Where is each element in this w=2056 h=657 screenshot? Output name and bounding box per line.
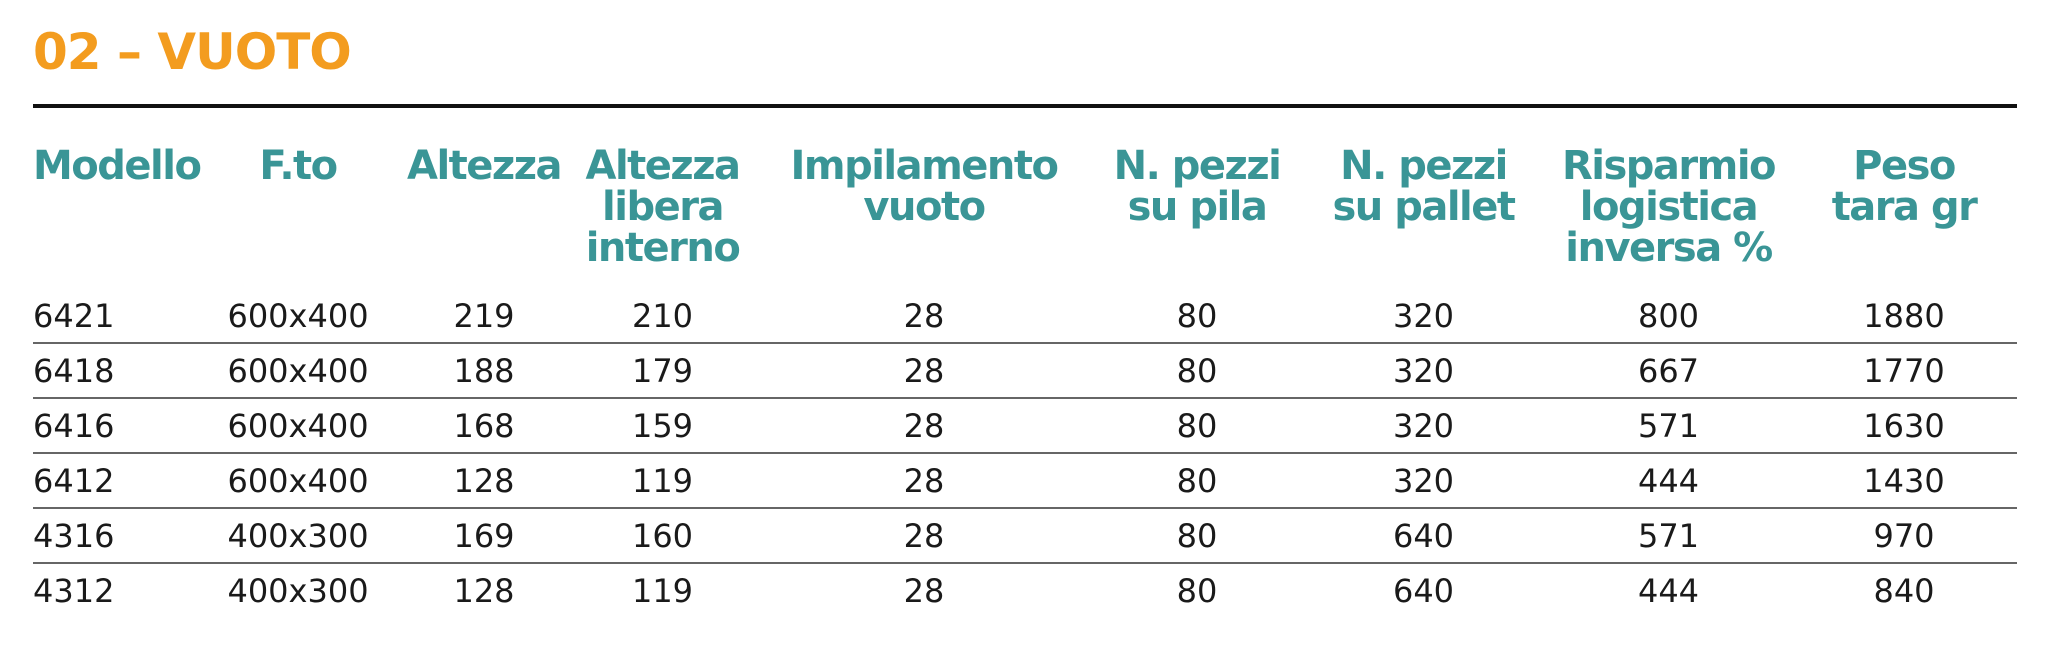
cell-altezza-libera: 179: [570, 342, 755, 398]
cell-formato: 600x400: [198, 342, 398, 398]
cell-pezzi-pila: 80: [1093, 397, 1301, 453]
cell-altezza-libera: 160: [570, 507, 755, 563]
cell-peso: 1770: [1791, 342, 2017, 398]
cell-formato: 600x400: [198, 452, 398, 508]
cell-impilamento: 28: [755, 342, 1093, 398]
cell-pezzi-pallet: 320: [1301, 397, 1546, 453]
cell-risparmio: 571: [1546, 397, 1791, 453]
cell-formato: 600x400: [198, 397, 398, 453]
cell-altezza: 219: [453, 296, 515, 335]
cell-altezza-libera: 159: [570, 397, 755, 453]
table-row: 6416 600x400 168 159 28 80 320 571 1630: [33, 397, 2017, 453]
cell-pezzi-pallet: 640: [1301, 507, 1546, 563]
table-row: 4316 400x300 169 160 28 80 640 571 970: [33, 507, 2017, 563]
cell-pezzi-pila: 80: [1176, 296, 1218, 335]
cell-altezza: 188: [398, 342, 570, 398]
cell-risparmio: 667: [1546, 342, 1791, 398]
cell-impilamento: 28: [903, 296, 945, 335]
cell-altezza: 168: [398, 397, 570, 453]
cell-modello: 6416: [33, 397, 198, 453]
header-altezza-libera-interno: Altezza libera interno: [585, 143, 741, 271]
header-formato: F.to: [259, 143, 338, 189]
cell-impilamento: 28: [755, 397, 1093, 453]
cell-formato: 600x400: [227, 296, 369, 335]
title-divider: [33, 104, 2017, 108]
cell-impilamento: 28: [755, 452, 1093, 508]
cell-modello: 4312: [33, 562, 198, 617]
table-row: 6421 600x400 219 210 28 80 320 800 1880: [33, 289, 2017, 343]
cell-peso: 1630: [1791, 397, 2017, 453]
section-title: 02 – VUOTO: [33, 23, 352, 81]
cell-impilamento: 28: [755, 507, 1093, 563]
cell-pezzi-pila: 80: [1093, 507, 1301, 563]
table-row: 4312 400x300 128 119 28 80 640 444 840: [33, 562, 2017, 617]
cell-peso: 1880: [1863, 296, 1945, 335]
cell-modello: 6421: [33, 296, 115, 335]
header-risparmio-logistica: Risparmio logistica inversa %: [1561, 143, 1777, 271]
cell-pezzi-pallet: 320: [1301, 452, 1546, 508]
cell-modello: 4316: [33, 507, 198, 563]
cell-impilamento: 28: [755, 562, 1093, 617]
cell-altezza: 169: [398, 507, 570, 563]
table-row: 6418 600x400 188 179 28 80 320 667 1770: [33, 342, 2017, 398]
cell-peso: 1430: [1791, 452, 2017, 508]
cell-modello: 6418: [33, 342, 198, 398]
cell-altezza: 128: [398, 452, 570, 508]
cell-risparmio: 571: [1546, 507, 1791, 563]
header-peso-tara: Peso tara gr: [1831, 143, 1978, 230]
cell-risparmio: 444: [1546, 562, 1791, 617]
header-altezza: Altezza: [407, 143, 562, 189]
cell-peso: 970: [1791, 507, 2017, 563]
cell-formato: 400x300: [198, 507, 398, 563]
cell-peso: 840: [1791, 562, 2017, 617]
header-pezzi-su-pila: N. pezzi su pila: [1113, 143, 1282, 230]
table-row: 6412 600x400 128 119 28 80 320 444 1430: [33, 452, 2017, 508]
cell-formato: 400x300: [198, 562, 398, 617]
cell-risparmio: 444: [1546, 452, 1791, 508]
cell-altezza: 128: [398, 562, 570, 617]
header-impilamento-vuoto: Impilamento vuoto: [790, 143, 1060, 230]
header-pezzi-su-pallet: N. pezzi su pallet: [1332, 143, 1516, 230]
cell-altezza-libera: 119: [570, 452, 755, 508]
header-row: Modello F.to Altezza Altezza libera intern…: [33, 146, 2017, 289]
cell-pezzi-pila: 80: [1093, 562, 1301, 617]
cell-pezzi-pila: 80: [1093, 452, 1301, 508]
cell-pezzi-pallet: 320: [1301, 342, 1546, 398]
cell-altezza-libera: 210: [631, 296, 694, 335]
cell-altezza-libera: 119: [570, 562, 755, 617]
header-modello: Modello: [33, 143, 202, 189]
cell-pezzi-pallet: 320: [1392, 296, 1455, 335]
cell-risparmio: 800: [1637, 296, 1700, 335]
cell-pezzi-pallet: 640: [1301, 562, 1546, 617]
cell-pezzi-pila: 80: [1093, 342, 1301, 398]
spec-table: Modello F.to Altezza Altezza libera intern…: [33, 146, 2017, 617]
cell-modello: 6412: [33, 452, 198, 508]
